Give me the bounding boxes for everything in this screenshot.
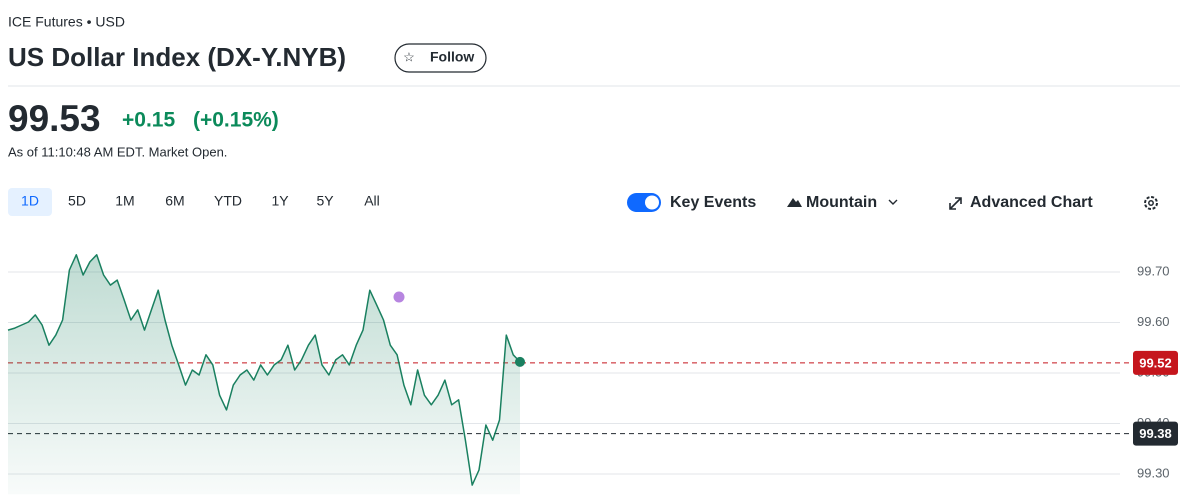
exchange: ICE Futures • USD [8, 14, 125, 30]
mountain-icon [787, 198, 802, 207]
y-tick-label: 99.70 [1137, 263, 1170, 278]
price: 99.53 [8, 98, 101, 139]
advanced-chart[interactable]: Advanced Chart [970, 194, 1093, 211]
quote-title: US Dollar Index (DX-Y.NYB) [8, 42, 346, 72]
price-badge-label: 99.52 [1139, 355, 1172, 370]
chevron [888, 199, 898, 205]
y-tick-label: 99.30 [1137, 465, 1170, 480]
gear [1144, 196, 1158, 210]
range-button[interactable]: 1M [115, 193, 134, 209]
range-buttons: 1D 5D 1M 6M YTD 1Y 5Y All [8, 188, 380, 216]
change: +0.15 [122, 109, 175, 132]
mountain-area [8, 254, 520, 495]
range-button[interactable]: All [364, 193, 380, 209]
chart-type[interactable]: Mountain [806, 194, 877, 211]
change-percent: (+0.15%) [193, 109, 279, 132]
gear-hub [1148, 200, 1154, 206]
range-button[interactable]: 1D [21, 193, 39, 209]
price-badge-label: 99.38 [1139, 426, 1172, 441]
follow-label: Follow [430, 49, 474, 65]
range-button[interactable]: 6M [165, 193, 184, 209]
range-button[interactable]: YTD [214, 193, 242, 209]
y-tick-label: 99.60 [1137, 314, 1170, 329]
settings-icon[interactable] [1144, 196, 1158, 210]
key-events[interactable]: Key Events [670, 194, 756, 211]
price-badge [1133, 350, 1178, 375]
star-icon: ☆ [403, 49, 415, 64]
range-button[interactable]: 5Y [316, 193, 334, 209]
price-line [7, 254, 521, 486]
as-of: As of 11:10:48 AM EDT. Market Open. [8, 144, 227, 159]
last-point [515, 356, 525, 367]
price-badge [1133, 421, 1178, 446]
range-selected [8, 188, 52, 216]
key-event-marker[interactable] [393, 291, 405, 303]
toggle-knob [645, 195, 659, 210]
follow-button[interactable] [394, 43, 487, 73]
expand-icon [949, 197, 962, 210]
range-button[interactable]: 5D [68, 193, 86, 209]
range-button[interactable]: 1Y [271, 193, 289, 209]
